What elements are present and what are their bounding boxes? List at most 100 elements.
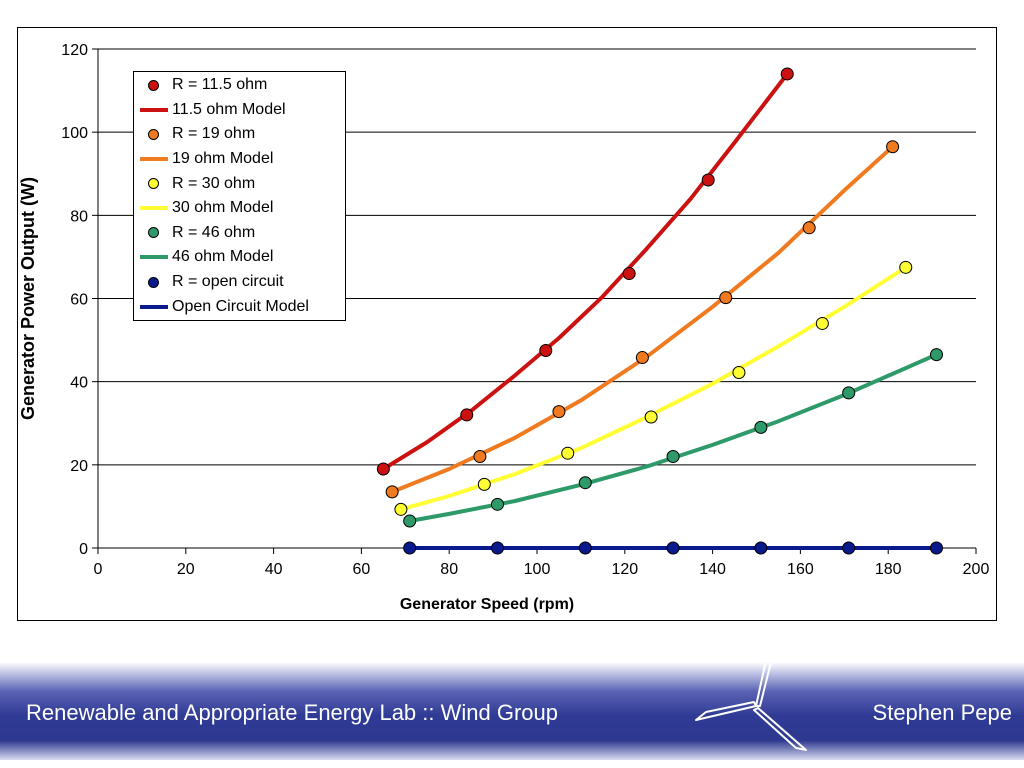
- legend-symbol: [134, 255, 172, 260]
- x-tick-label: 180: [875, 561, 902, 578]
- legend-label: Open Circuit Model: [172, 297, 309, 315]
- data-point: [539, 343, 553, 357]
- data-point: [780, 67, 794, 81]
- legend-label: 11.5 ohm Model: [172, 100, 286, 118]
- axes: 0 20 40 60 80 100 120 0 20 40 60 80 100 120 140 160 180 2…: [61, 42, 989, 578]
- data-point: [385, 485, 399, 499]
- y-tick-label: 80: [70, 208, 88, 225]
- data-point: [403, 514, 417, 528]
- data-point: [701, 173, 715, 187]
- data-point: [578, 541, 592, 555]
- legend-item: 11.5 ohm Model: [134, 98, 345, 123]
- y-tick-label: 60: [70, 292, 88, 309]
- x-tick-label: 80: [440, 561, 458, 578]
- data-point: [473, 450, 487, 464]
- legend-item: 30 ohm Model: [134, 196, 345, 221]
- data-point: [719, 291, 733, 305]
- legend-symbol: [134, 206, 172, 211]
- x-tick-label: 20: [177, 561, 195, 578]
- y-tick-label: 100: [61, 125, 88, 142]
- legend-item: 19 ohm Model: [134, 147, 345, 172]
- data-point: [552, 405, 566, 419]
- legend-label: 30 ohm Model: [172, 199, 274, 217]
- x-tick-label: 100: [524, 561, 551, 578]
- legend-symbol: [134, 128, 172, 140]
- y-tick-label: 20: [70, 458, 88, 475]
- legend-marker: [147, 227, 159, 239]
- legend-symbol: [134, 157, 172, 162]
- legend-symbol: [134, 304, 172, 309]
- data-point: [929, 541, 943, 555]
- series: [376, 67, 943, 555]
- data-point: [644, 410, 658, 424]
- data-point: [376, 462, 390, 476]
- data-point: [732, 366, 746, 380]
- data-point: [477, 477, 491, 491]
- data-point: [622, 267, 636, 281]
- legend-symbol: [134, 276, 172, 288]
- legend-label: R = 46 ohm: [172, 223, 256, 241]
- x-tick-label: 40: [265, 561, 283, 578]
- series-line: [381, 72, 790, 471]
- x-tick-label: 160: [787, 561, 814, 578]
- data-point: [403, 541, 417, 555]
- legend-symbol: [134, 79, 172, 91]
- x-tick-label: 120: [611, 561, 638, 578]
- data-point: [929, 348, 943, 362]
- x-tick-label: 140: [699, 561, 726, 578]
- legend-label: R = 19 ohm: [172, 125, 256, 143]
- data-point: [666, 450, 680, 464]
- data-point: [899, 260, 913, 274]
- data-point: [578, 476, 592, 490]
- data-point: [842, 541, 856, 555]
- data-point: [561, 446, 575, 460]
- legend-label: R = 11.5 ohm: [172, 76, 268, 94]
- data-point: [635, 351, 649, 365]
- y-tick-label: 40: [70, 375, 88, 392]
- y-tick-label: 120: [61, 42, 88, 59]
- legend-symbol: [134, 178, 172, 190]
- series-line: [407, 352, 939, 523]
- x-axis-label: Generator Speed (rpm): [400, 596, 574, 613]
- legend-line: [140, 255, 168, 260]
- legend-line: [140, 206, 168, 211]
- data-point: [802, 221, 816, 235]
- legend-marker: [147, 79, 159, 91]
- legend-item: R = open circuit: [134, 270, 345, 295]
- data-point: [754, 541, 768, 555]
- footer-author: Stephen Pepe: [872, 700, 1012, 725]
- wind-turbine-icon: [695, 641, 807, 751]
- legend-item: 46 ohm Model: [134, 245, 345, 270]
- legend-item: Open Circuit Model: [134, 294, 345, 319]
- legend-line: [140, 157, 168, 162]
- legend-label: R = 30 ohm: [172, 174, 256, 192]
- x-tick-label: 60: [353, 561, 371, 578]
- legend-line: [140, 107, 168, 112]
- chart-legend: R = 11.5 ohm 11.5 ohm Model R = 19 ohm 19 o…: [133, 71, 346, 321]
- footer-lab-name: Renewable and Appropriate Energy Lab :: …: [26, 700, 558, 725]
- data-point: [394, 502, 408, 516]
- footer-band: [0, 662, 1024, 760]
- legend-marker: [147, 276, 159, 288]
- data-point: [886, 140, 900, 154]
- data-point: [842, 386, 856, 400]
- data-point: [490, 497, 504, 511]
- legend-label: R = open circuit: [172, 273, 284, 291]
- data-point: [754, 420, 768, 434]
- legend-item: R = 19 ohm: [134, 122, 345, 147]
- series-line: [398, 265, 908, 512]
- y-tick-label: 0: [79, 541, 88, 558]
- legend-symbol: [134, 227, 172, 239]
- data-point: [815, 316, 829, 330]
- data-point: [460, 408, 474, 422]
- x-tick-label: 0: [94, 561, 103, 578]
- legend-label: 46 ohm Model: [172, 248, 274, 266]
- legend-marker: [147, 178, 159, 190]
- data-point: [666, 541, 680, 555]
- legend-item: R = 30 ohm: [134, 171, 345, 196]
- x-tick-label: 200: [963, 561, 990, 578]
- data-point: [490, 541, 504, 555]
- legend-line: [140, 304, 168, 309]
- legend-marker: [147, 128, 159, 140]
- legend-symbol: [134, 107, 172, 112]
